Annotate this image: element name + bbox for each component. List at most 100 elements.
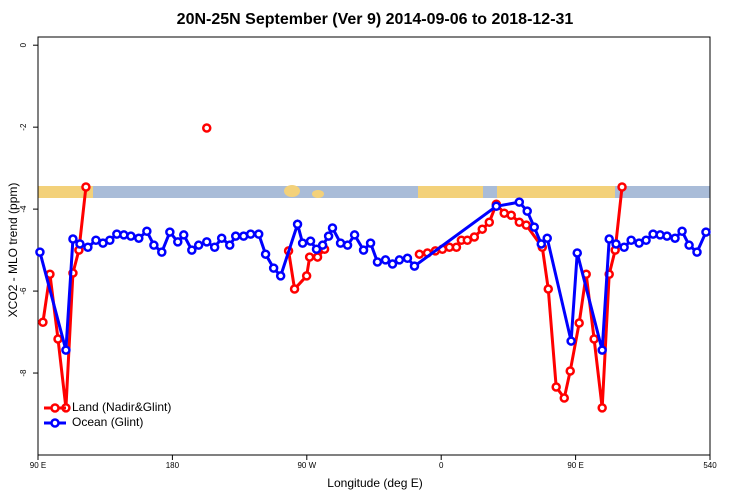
legend-label: Ocean (Glint) (72, 415, 143, 429)
data-point (597, 403, 607, 413)
data-point (484, 217, 495, 227)
data-point (311, 244, 322, 255)
data-point (165, 227, 175, 237)
data-point (617, 182, 627, 192)
data-point (126, 231, 136, 241)
data-point (209, 242, 220, 252)
data-point (604, 234, 614, 244)
x-tick-label: 540 (703, 461, 717, 470)
data-point (491, 201, 502, 211)
data-point (365, 238, 376, 248)
data-point (317, 240, 328, 250)
legend-marker (50, 403, 60, 413)
data-point (342, 240, 353, 250)
data-point (692, 247, 702, 257)
data-point (253, 229, 264, 239)
plot-frame (37, 36, 711, 456)
data-point (134, 233, 144, 243)
data-point (83, 242, 93, 252)
data-point (589, 334, 599, 344)
data-point (662, 231, 672, 241)
data-point (372, 257, 383, 267)
data-point (574, 318, 584, 328)
y-tick-label: -4 (19, 205, 28, 213)
data-point (187, 245, 197, 255)
x-axis-label: Longitude (deg E) (327, 476, 422, 490)
data-point (542, 233, 552, 243)
data-point (297, 238, 308, 248)
data-point (536, 239, 547, 249)
data-point (305, 236, 316, 246)
data-point (522, 206, 532, 216)
data-point (543, 284, 554, 294)
data-point (380, 255, 391, 265)
data-point (301, 271, 312, 281)
data-point (201, 237, 212, 247)
data-point (268, 263, 279, 273)
data-point (670, 233, 680, 243)
x-tick-label: 90 W (297, 461, 316, 470)
map-strip (38, 185, 710, 198)
x-tick-label: 90 E (30, 461, 46, 470)
data-point (626, 235, 636, 246)
x-tick-label: 180 (166, 461, 180, 470)
data-point (402, 253, 413, 264)
chart-title: 20N-25N September (Ver 9) 2014-09-06 to … (177, 11, 574, 28)
data-point (414, 249, 425, 259)
data-point (409, 261, 420, 271)
data-point (462, 235, 473, 246)
y-tick-label: -8 (19, 369, 28, 377)
data-point (157, 247, 167, 257)
data-point (216, 233, 227, 243)
data-point (304, 252, 315, 262)
data-point (224, 240, 235, 250)
data-point (38, 317, 48, 327)
data-point (193, 240, 204, 250)
data-point (230, 231, 241, 241)
data-point (245, 229, 256, 239)
data-point (619, 242, 629, 252)
data-point (61, 345, 71, 355)
data-point (559, 393, 570, 403)
data-point (292, 219, 303, 230)
data-point (572, 248, 582, 258)
data-point (529, 222, 539, 232)
data-point (514, 197, 525, 207)
data-point (477, 224, 488, 234)
data-point (323, 231, 334, 241)
data-point (684, 240, 694, 250)
data-point (275, 271, 286, 281)
data-point (677, 226, 687, 236)
data-point (387, 259, 398, 269)
data-point (506, 210, 516, 221)
data-point (565, 366, 575, 376)
data-point (566, 336, 576, 346)
y-tick-label: 0 (19, 42, 28, 47)
data-point (327, 223, 338, 233)
data-point (260, 249, 271, 259)
data-point (451, 242, 462, 252)
data-point (469, 232, 480, 242)
y-tick-label: -6 (19, 287, 28, 295)
data-point (358, 245, 369, 255)
x-tick-label: 0 (439, 461, 444, 470)
data-point (75, 239, 85, 249)
legend-marker (50, 418, 60, 428)
data-point (349, 230, 360, 240)
legend-label: Land (Nadir&Glint) (72, 400, 171, 414)
x-tick-label: 90 E (567, 461, 583, 470)
data-point (611, 239, 621, 249)
series-line (41, 186, 88, 409)
data-point (201, 123, 212, 133)
y-axis-label: XCO2 - MLO trend (ppm) (6, 183, 20, 318)
data-point (149, 240, 159, 250)
data-point (81, 182, 91, 192)
data-point (521, 220, 532, 230)
data-point (142, 226, 152, 236)
data-point (68, 234, 78, 244)
y-tick-label: -2 (19, 123, 28, 131)
data-point (312, 252, 323, 262)
data-point (35, 247, 45, 257)
